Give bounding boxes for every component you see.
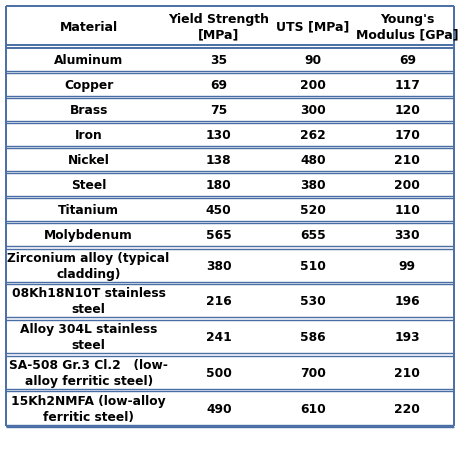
- Text: Yield Strength
[MPa]: Yield Strength [MPa]: [168, 13, 269, 42]
- Text: 90: 90: [304, 54, 321, 67]
- Text: 450: 450: [206, 204, 231, 217]
- Text: 262: 262: [300, 129, 325, 142]
- Text: Nickel: Nickel: [67, 154, 109, 167]
- Text: 69: 69: [210, 79, 227, 92]
- Text: 220: 220: [393, 401, 420, 415]
- Text: Material: Material: [59, 21, 118, 34]
- Text: 700: 700: [299, 366, 325, 379]
- Text: 380: 380: [300, 179, 325, 192]
- Text: Titanium: Titanium: [58, 204, 119, 217]
- Text: 586: 586: [300, 330, 325, 344]
- Text: 610: 610: [300, 401, 325, 415]
- Text: 180: 180: [206, 179, 231, 192]
- Text: 510: 510: [299, 259, 325, 272]
- Text: 500: 500: [205, 366, 231, 379]
- Text: 170: 170: [393, 129, 420, 142]
- Text: Molybdenum: Molybdenum: [44, 229, 133, 242]
- Text: 130: 130: [206, 129, 231, 142]
- Text: 200: 200: [299, 79, 325, 92]
- Text: 138: 138: [206, 154, 231, 167]
- Text: Copper: Copper: [64, 79, 113, 92]
- Text: 196: 196: [394, 294, 419, 308]
- Text: 480: 480: [300, 154, 325, 167]
- Text: 565: 565: [206, 229, 231, 242]
- Text: Young's
Modulus [GPa]: Young's Modulus [GPa]: [355, 13, 458, 42]
- Text: Alloy 304L stainless
steel: Alloy 304L stainless steel: [20, 322, 157, 351]
- Text: SA-508 Gr.3 Cl.2   (low-
alloy ferritic steel): SA-508 Gr.3 Cl.2 (low- alloy ferritic st…: [9, 358, 168, 387]
- Text: 193: 193: [394, 330, 419, 344]
- Text: 655: 655: [300, 229, 325, 242]
- Text: 120: 120: [393, 104, 420, 117]
- Text: 210: 210: [393, 154, 420, 167]
- Text: 520: 520: [299, 204, 325, 217]
- Text: 210: 210: [393, 366, 420, 379]
- Text: 110: 110: [393, 204, 420, 217]
- Text: 380: 380: [206, 259, 231, 272]
- Text: 35: 35: [210, 54, 227, 67]
- Text: Zirconium alloy (typical
cladding): Zirconium alloy (typical cladding): [7, 251, 169, 280]
- Text: UTS [MPa]: UTS [MPa]: [276, 21, 349, 34]
- Text: 300: 300: [300, 104, 325, 117]
- Text: 200: 200: [393, 179, 420, 192]
- Text: 490: 490: [206, 401, 231, 415]
- Text: 330: 330: [394, 229, 419, 242]
- Text: Brass: Brass: [69, 104, 107, 117]
- Text: 69: 69: [398, 54, 415, 67]
- Text: Steel: Steel: [71, 179, 106, 192]
- Text: 241: 241: [206, 330, 231, 344]
- Text: 99: 99: [398, 259, 415, 272]
- Text: 75: 75: [210, 104, 227, 117]
- Text: 08Kh18N10T stainless
steel: 08Kh18N10T stainless steel: [11, 287, 165, 316]
- Text: Aluminum: Aluminum: [54, 54, 123, 67]
- Text: 216: 216: [206, 294, 231, 308]
- Text: 530: 530: [300, 294, 325, 308]
- Text: Iron: Iron: [74, 129, 102, 142]
- Text: 117: 117: [393, 79, 420, 92]
- Text: 15Kh2NMFA (low-alloy
ferritic steel): 15Kh2NMFA (low-alloy ferritic steel): [11, 394, 166, 423]
